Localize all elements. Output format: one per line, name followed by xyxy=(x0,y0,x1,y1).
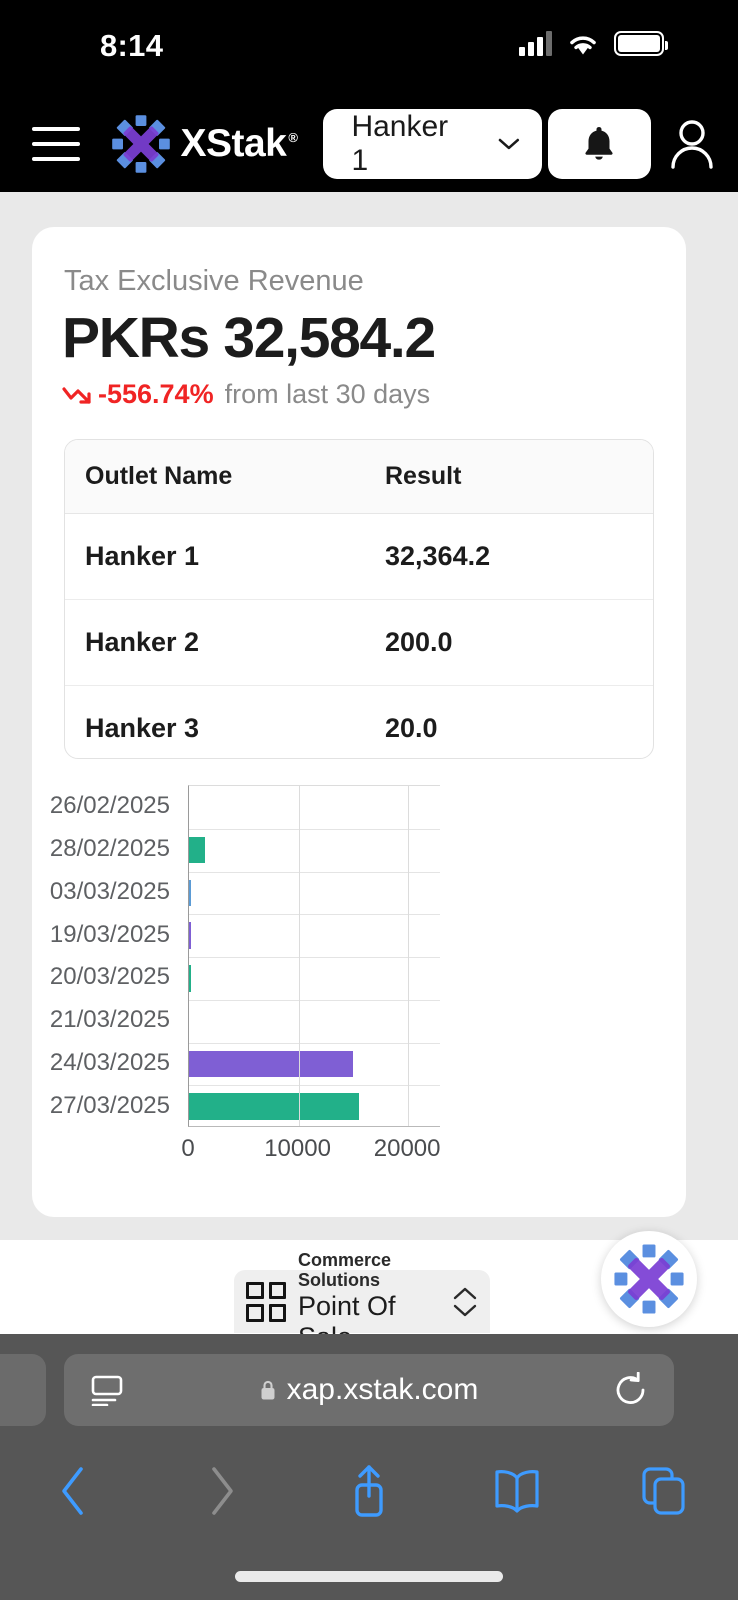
chart-bar[interactable] xyxy=(189,1093,359,1120)
forward-chevron-icon xyxy=(212,1467,234,1515)
brand-name: XStak ® xyxy=(180,122,298,165)
grid-apps-icon xyxy=(246,1281,286,1322)
home-indicator[interactable] xyxy=(235,1571,503,1582)
table-header-row: Outlet Name Result xyxy=(65,440,653,514)
chart-x-tick-label: 0 xyxy=(181,1135,195,1162)
chart-gridline xyxy=(189,999,440,1001)
trending-down-icon xyxy=(62,386,91,404)
safari-browser-chrome: xap.xstak.com xyxy=(0,1334,738,1600)
cell-result: 20.0 xyxy=(365,685,653,758)
card-value: PKRs 32,584.2 xyxy=(62,306,436,370)
cell-result: 32,364.2 xyxy=(365,513,653,600)
table-row[interactable]: Hanker 2 200.0 xyxy=(65,599,653,686)
chart-y-tick-label: 21/03/2025 xyxy=(49,1006,170,1034)
hamburger-menu-icon[interactable] xyxy=(32,122,89,166)
cell-outlet: Hanker 2 xyxy=(65,599,365,686)
adjacent-tab[interactable] xyxy=(0,1354,46,1426)
chart-x-tick-label: 10000 xyxy=(264,1135,331,1162)
cell-outlet: Hanker 1 xyxy=(65,513,365,600)
chevron-down-icon xyxy=(498,138,519,150)
chart-gridline xyxy=(189,828,440,830)
reload-icon[interactable] xyxy=(614,1372,648,1408)
chart-gridline xyxy=(189,957,440,958)
url-row: xap.xstak.com xyxy=(0,1346,738,1434)
browser-nav-bar xyxy=(0,1446,738,1536)
module-switcher[interactable]: Commerce Solutions Point Of Sale xyxy=(234,1250,490,1352)
tabs-button[interactable] xyxy=(590,1466,738,1516)
account-button[interactable] xyxy=(665,116,720,172)
back-button[interactable] xyxy=(0,1465,148,1517)
chart-y-tick-label: 24/03/2025 xyxy=(49,1048,170,1076)
xstak-fab-button[interactable] xyxy=(601,1231,697,1327)
table-row[interactable]: Hanker 3 20.0 xyxy=(65,685,653,758)
user-avatar-icon xyxy=(671,120,713,169)
share-icon xyxy=(355,1465,383,1517)
lock-icon xyxy=(261,1380,275,1399)
chart-y-tick-label: 27/03/2025 xyxy=(49,1091,170,1119)
card-delta: -556.74% from last 30 days xyxy=(62,379,430,410)
chart-bar[interactable] xyxy=(189,836,206,864)
chart-gridline xyxy=(189,1085,440,1087)
chart-x-tick-label: 20000 xyxy=(373,1135,441,1162)
column-header-outlet: Outlet Name xyxy=(65,440,365,514)
chart-y-tick-label: 20/03/2025 xyxy=(49,963,170,991)
bookmarks-book-icon xyxy=(494,1470,539,1513)
chart-bar[interactable] xyxy=(189,965,191,992)
revenue-bar-chart: 26/02/2025 28/02/2025 03/03/2025 19/03/2025… xyxy=(50,775,470,1175)
chevron-up-down-icon xyxy=(452,1286,478,1318)
app-header: XStak ® Hanker 1 xyxy=(0,96,738,192)
solution-label: Commerce Solutions xyxy=(298,1249,392,1291)
bell-icon xyxy=(585,127,613,160)
chart-plot-area xyxy=(188,785,440,1127)
wifi-icon xyxy=(570,36,596,55)
column-header-result: Result xyxy=(365,440,653,514)
chart-gridline xyxy=(189,1042,440,1044)
outlet-selector[interactable]: Hanker 1 xyxy=(323,109,542,179)
chart-y-axis-labels: 26/02/2025 28/02/2025 03/03/2025 19/03/2025… xyxy=(50,775,170,1127)
bookmarks-button[interactable] xyxy=(443,1468,591,1514)
url-text: xap.xstak.com xyxy=(286,1373,479,1406)
chart-y-tick-label: 28/02/2025 xyxy=(49,835,170,863)
delta-note: from last 30 days xyxy=(224,379,431,409)
chart-y-tick-label: 19/03/2025 xyxy=(49,920,170,948)
chart-gridline xyxy=(298,786,300,1126)
cell-result: 200.0 xyxy=(365,599,653,686)
battery-icon xyxy=(614,30,668,56)
cell-outlet: Hanker 3 xyxy=(65,685,365,758)
chart-x-axis-labels: 0 10000 20000 xyxy=(181,1135,468,1171)
address-bar[interactable]: xap.xstak.com xyxy=(64,1354,674,1426)
revenue-card: Tax Exclusive Revenue PKRs 32,584.2 -556… xyxy=(32,227,686,1217)
page-body: Tax Exclusive Revenue PKRs 32,584.2 -556… xyxy=(0,192,738,1240)
reader-view-icon[interactable] xyxy=(90,1374,124,1406)
delta-percent: -556.74% xyxy=(98,379,214,409)
chart-y-tick-label: 26/02/2025 xyxy=(49,792,170,820)
cellular-signal-icon xyxy=(519,30,552,56)
xstak-logo-icon xyxy=(614,1244,684,1314)
card-title: Tax Exclusive Revenue xyxy=(64,265,364,297)
outlet-results-table: Outlet Name Result Hanker 1 32,364.2 Han… xyxy=(64,439,654,759)
chart-bar[interactable] xyxy=(189,922,191,949)
chart-bar[interactable] xyxy=(189,1050,354,1078)
status-indicators xyxy=(519,30,668,56)
tabs-icon xyxy=(642,1467,685,1515)
brand-logo-group[interactable]: XStak ® xyxy=(111,114,298,174)
xstak-logo-icon xyxy=(112,115,171,173)
chart-gridline xyxy=(189,871,440,873)
status-bar: 8:14 xyxy=(0,0,738,96)
back-chevron-icon xyxy=(61,1467,83,1515)
notifications-button[interactable] xyxy=(547,109,651,179)
chart-gridline xyxy=(408,786,410,1126)
forward-button[interactable] xyxy=(148,1465,296,1517)
chart-y-tick-label: 03/03/2025 xyxy=(49,877,170,905)
chart-gridline xyxy=(189,914,440,916)
share-button[interactable] xyxy=(295,1463,443,1519)
status-time: 8:14 xyxy=(100,28,164,63)
table-row[interactable]: Hanker 1 32,364.2 xyxy=(65,513,653,600)
outlet-selector-value: Hanker 1 xyxy=(351,110,449,177)
chart-bar[interactable] xyxy=(189,879,191,907)
